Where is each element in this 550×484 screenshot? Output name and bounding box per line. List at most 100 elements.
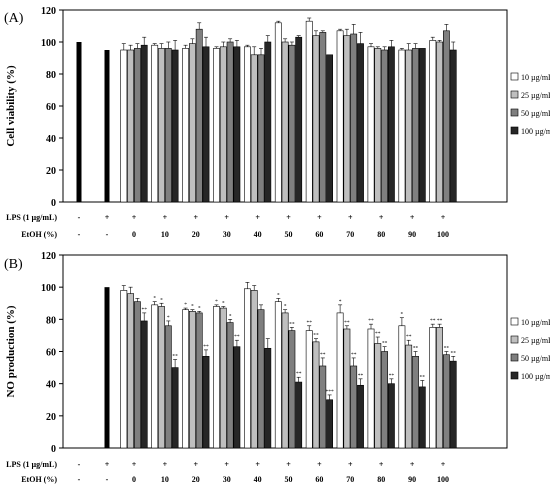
significance-mark: * (184, 302, 187, 308)
data-bar (213, 306, 220, 449)
legend-swatch (510, 371, 519, 380)
data-bar (195, 312, 203, 449)
control-bar (104, 287, 110, 448)
lps-cell: + (379, 460, 384, 469)
data-bar (319, 365, 327, 449)
etoh-cell: 90 (408, 475, 416, 484)
data-bar (127, 293, 134, 449)
data-bar (387, 46, 395, 203)
lps-cell: + (132, 460, 137, 469)
y-tick-label: 0 (51, 198, 56, 209)
data-bar (233, 346, 241, 449)
legend-swatch (510, 335, 519, 344)
etoh-cell: 40 (254, 230, 262, 239)
etoh-cell: 70 (346, 230, 354, 239)
data-bar (244, 46, 251, 203)
data-bar (281, 41, 289, 203)
data-bar (140, 320, 148, 449)
significance-mark: * (198, 305, 201, 311)
significance-mark: ** (203, 344, 209, 350)
y-tick-label: 80 (46, 70, 56, 81)
lps-cell: + (163, 460, 168, 469)
y-tick-label: 80 (46, 315, 56, 326)
significance-mark: ** (141, 307, 147, 313)
data-bar (250, 290, 258, 449)
data-bar (350, 365, 358, 449)
lps-cell: + (255, 460, 260, 469)
data-bar (367, 328, 375, 449)
etoh-cell: 30 (223, 230, 231, 239)
row-label-etoh: EtOH (%) (21, 230, 57, 239)
significance-mark: ** (389, 373, 395, 379)
lps-cell: + (441, 460, 446, 469)
significance-mark: *** (325, 389, 334, 395)
data-bar (336, 30, 344, 203)
lps-cell: + (255, 213, 260, 222)
etoh-cell: 90 (408, 230, 416, 239)
data-bar (449, 49, 457, 203)
significance-mark: ** (313, 333, 319, 339)
data-bar (381, 49, 388, 203)
data-bar (202, 46, 210, 203)
lps-cell: + (317, 213, 322, 222)
data-bar (182, 48, 189, 203)
significance-mark: * (339, 299, 342, 305)
etoh-cell: 20 (192, 475, 200, 484)
data-bar (250, 54, 258, 203)
data-bar (182, 309, 189, 449)
etoh-cell: 80 (377, 230, 385, 239)
etoh-cell: 20 (192, 230, 200, 239)
data-bar (164, 48, 172, 203)
data-bar (412, 356, 419, 449)
y-tick-label: 20 (46, 166, 56, 177)
lps-cell: - (78, 460, 81, 469)
significance-mark: * (401, 312, 404, 318)
data-bar (312, 35, 320, 203)
condition-rows-a: LPS (1 µg/mL) EtOH (%) - - + - +0 +10 +20 +30 +40 +… (6, 213, 449, 239)
etoh-cell: 100 (437, 230, 449, 239)
data-bar (202, 356, 210, 449)
y-tick-label: 40 (46, 134, 56, 145)
data-bar (140, 44, 148, 203)
data-bar (405, 49, 413, 203)
significance-mark: ** (375, 331, 381, 337)
lps-cell: - (78, 213, 81, 222)
significance-mark: ** (358, 373, 364, 379)
significance-mark: ** (234, 334, 240, 340)
legend-swatch (510, 353, 519, 362)
significance-mark: ** (437, 318, 443, 324)
data-bar (374, 48, 382, 203)
significance-mark: ** (172, 354, 178, 360)
data-bar (412, 48, 419, 203)
data-bar (171, 49, 179, 203)
data-bar (357, 43, 364, 203)
data-bar (257, 54, 265, 203)
data-bar (305, 20, 313, 203)
significance-mark: ** (444, 346, 450, 352)
significance-mark: ** (430, 318, 436, 324)
data-bar (264, 347, 272, 449)
lps-cell: + (224, 213, 229, 222)
significance-mark: * (277, 292, 280, 298)
lps-cell: + (194, 213, 199, 222)
data-bar (319, 32, 327, 203)
legend-b: 10 µg/mL 25 µg/mL 50 µg/mL 100 µg/mL (510, 317, 550, 381)
data-bar (429, 327, 437, 449)
etoh-cell: 30 (223, 475, 231, 484)
condition-rows-b: LPS (1 µg/mL) EtOH (%) - - + - +0 +10 +20 +30 +40 +… (6, 460, 449, 484)
lps-cell: + (132, 213, 137, 222)
data-bar (264, 41, 272, 203)
etoh-cell: - (78, 230, 81, 239)
legend-label: 25 µg/mL (521, 336, 550, 345)
significance-mark: * (167, 315, 170, 321)
data-bar (226, 322, 234, 449)
legend-swatch (510, 90, 519, 99)
etoh-cell: 0 (132, 230, 136, 239)
y-tick-label: 0 (51, 444, 56, 455)
data-bar (288, 44, 296, 203)
lps-cell: + (317, 460, 322, 469)
etoh-cell: 10 (161, 230, 169, 239)
data-bar (120, 49, 128, 203)
data-bar (274, 22, 282, 203)
